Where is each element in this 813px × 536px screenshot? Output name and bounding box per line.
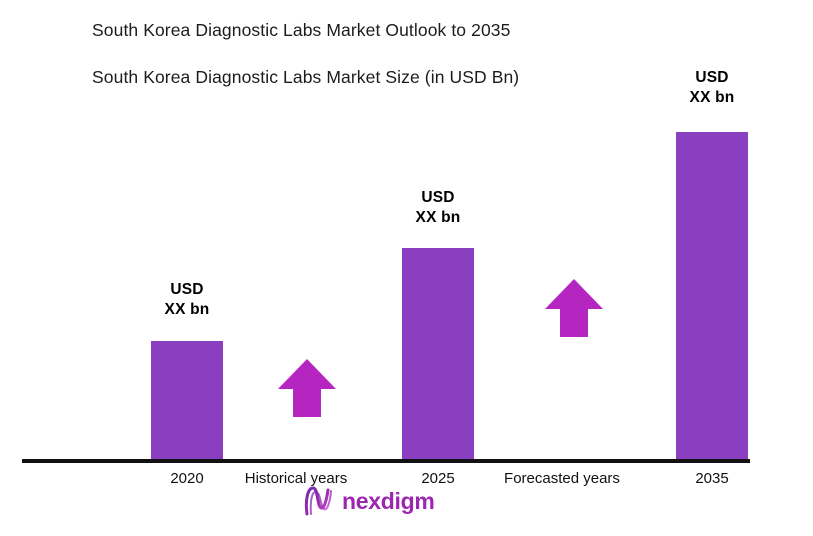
x-axis-label-forecasted-years: Forecasted years: [504, 470, 620, 487]
nexdigm-wordmark: nexdigm: [342, 487, 435, 514]
data-label-2020: USD XX bn: [136, 280, 238, 320]
data-label-2025: USD XX bn: [387, 188, 489, 228]
x-axis-line: [22, 459, 750, 463]
data-label-amount: XX bn: [164, 301, 210, 319]
bar-2035: [676, 132, 748, 460]
x-axis-label-2020: 2020: [170, 470, 204, 487]
nexdigm-logo: nexdigm: [302, 484, 452, 518]
data-label-amount: XX bn: [415, 209, 461, 227]
data-label-currency: USD: [695, 69, 729, 86]
chart-title: South Korea Diagnostic Labs Market Outlo…: [92, 20, 511, 40]
data-label-currency: USD: [170, 281, 204, 298]
up-arrow-icon-forecast: [543, 277, 605, 339]
up-arrow-icon-historical: [276, 357, 338, 419]
x-axis-label-2025: 2025: [421, 470, 455, 487]
data-label-2035: USD XX bn: [661, 68, 763, 108]
x-axis-label-2035: 2035: [695, 470, 729, 487]
bar-2025: [402, 248, 474, 460]
bar-2020: [151, 341, 223, 460]
x-axis-label-historical-years: Historical years: [244, 470, 348, 487]
chart-subtitle: South Korea Diagnostic Labs Market Size …: [92, 67, 520, 87]
nexdigm-n-mark-icon: [302, 485, 336, 517]
data-label-amount: XX bn: [689, 89, 735, 107]
data-label-currency: USD: [421, 189, 455, 206]
